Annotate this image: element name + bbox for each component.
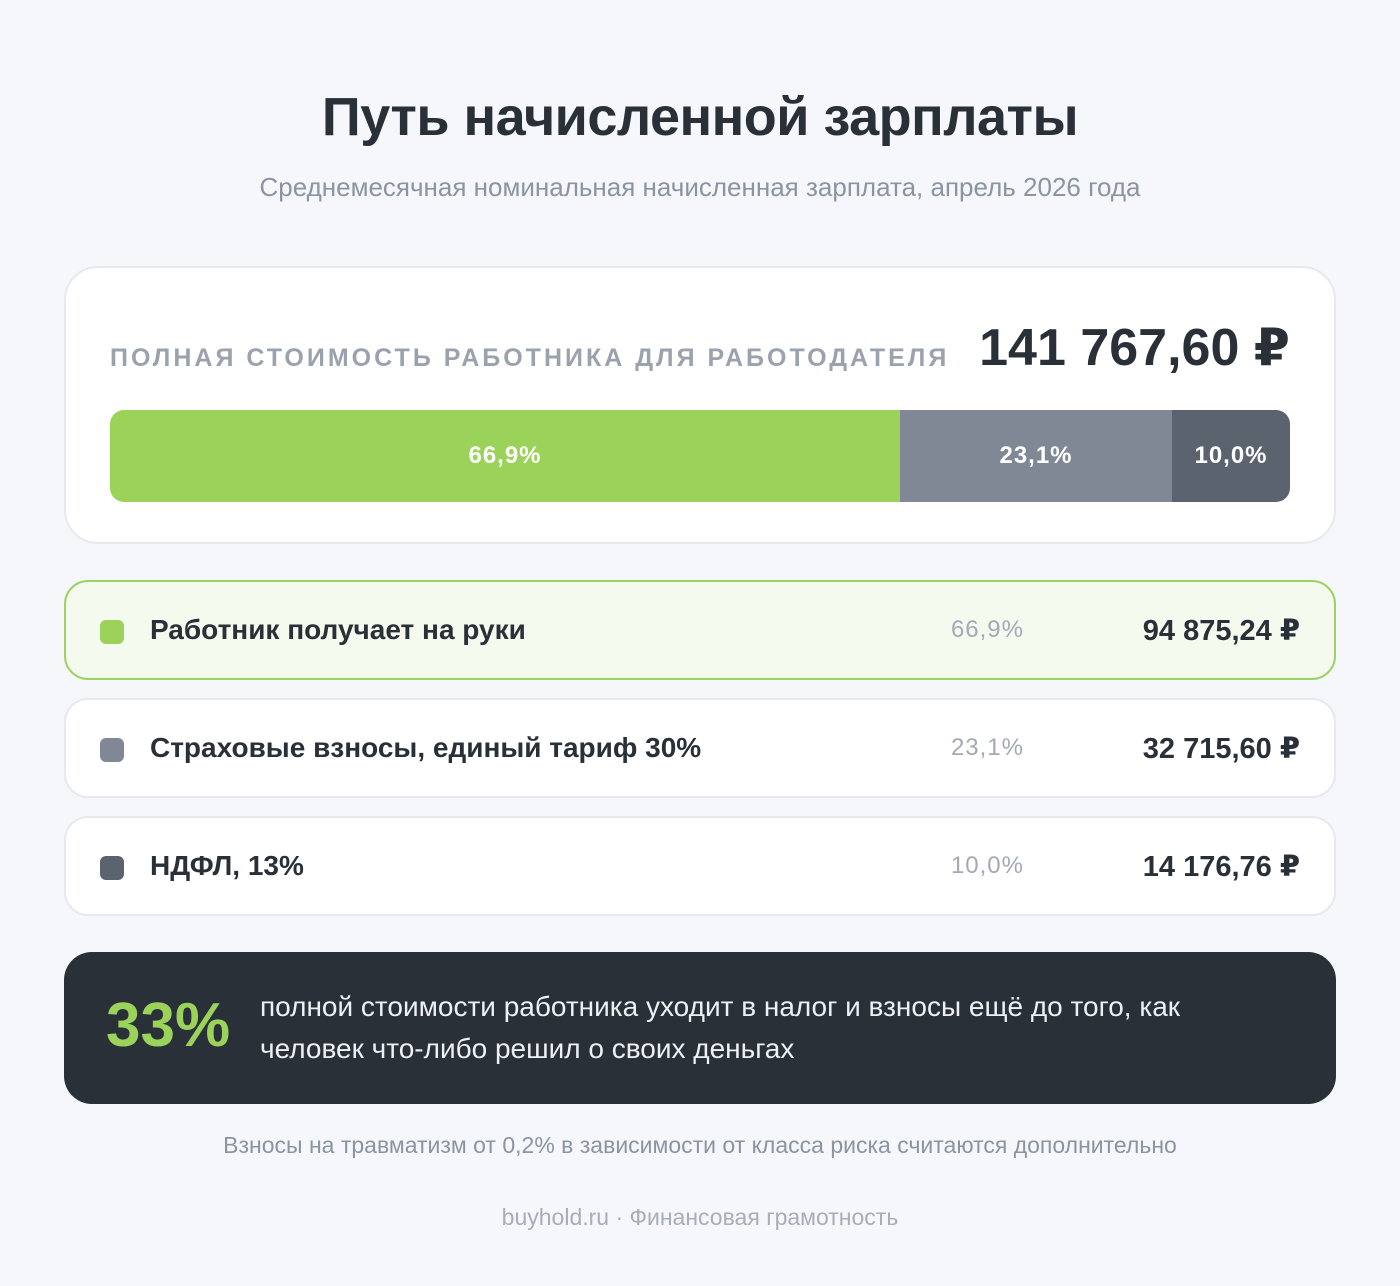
breakdown-percent: 23,1% — [950, 734, 1024, 761]
bar-segment-label: 66,9% — [468, 442, 542, 469]
bar-segment-2: 23,1% — [900, 410, 1172, 502]
breakdown-amount: 94 875,24 ₽ — [1142, 615, 1300, 647]
bar-segment-label: 10,0% — [1194, 442, 1268, 469]
breakdown-label: Страховые взносы, единый тариф 30% — [150, 732, 702, 763]
breakdown-amount: 14 176,76 ₽ — [1142, 851, 1300, 883]
breakdown-label: НДФЛ, 13% — [150, 850, 304, 881]
page-title: Путь начисленной зарплаты — [321, 87, 1079, 147]
bar-segment-1: 66,9% — [110, 410, 900, 502]
breakdown-row: Страховые взносы, единый тариф 30% 23,1% 3… — [64, 698, 1336, 798]
stacked-bar: 66,9% 23,1% 10,0% — [110, 410, 1290, 502]
page-subtitle: Среднемесячная номинальная начисленная з… — [259, 172, 1141, 202]
breakdown-row: НДФЛ, 13% 10,0% 14 176,76 ₽ — [64, 816, 1336, 916]
total-cost-label: ПОЛНАЯ СТОИМОСТЬ РАБОТНИКА ДЛЯ РАБОТОДАТ… — [110, 344, 950, 372]
breakdown-percent: 66,9% — [950, 616, 1024, 643]
total-cost-card: ПОЛНАЯ СТОИМОСТЬ РАБОТНИКА ДЛЯ РАБОТОДАТ… — [64, 266, 1336, 544]
legend-swatch — [100, 738, 124, 762]
breakdown-amount: 32 715,60 ₽ — [1142, 733, 1300, 765]
bar-segment-label: 23,1% — [999, 442, 1073, 469]
legend-swatch — [100, 856, 124, 880]
breakdown-percent: 10,0% — [950, 852, 1024, 879]
footnote: Взносы на травматизм от 0,2% в зависимос… — [223, 1132, 1177, 1158]
breakdown-row: Работник получает на руки 66,9% 94 875,24 … — [64, 580, 1336, 680]
bar-segment-3: 10,0% — [1172, 410, 1290, 502]
callout-text: полной стоимости работника уходит в нало… — [260, 991, 1181, 1064]
footer-source: buyhold.ru · Финансовая грамотность — [501, 1204, 899, 1230]
callout-percent: 33% — [106, 991, 231, 1060]
breakdown-label: Работник получает на руки — [150, 614, 526, 645]
callout-card: 33% полной стоимости работника уходит в … — [64, 952, 1336, 1104]
total-cost-value: 141 767,60 ₽ — [979, 319, 1290, 377]
legend-swatch — [100, 620, 124, 644]
